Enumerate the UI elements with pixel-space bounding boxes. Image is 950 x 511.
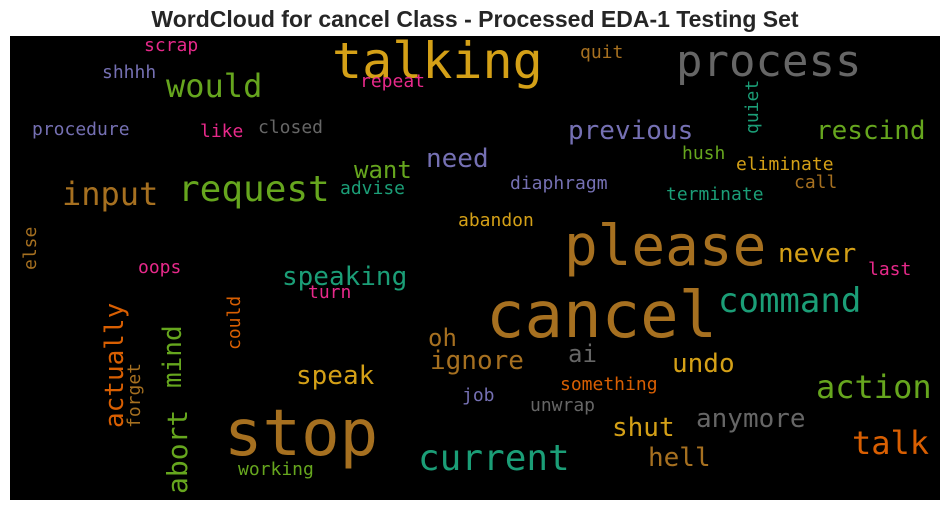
word-else: else <box>20 226 41 270</box>
chart-title: WordCloud for cancel Class - Processed E… <box>151 6 799 32</box>
word-action: action <box>816 368 932 406</box>
word-want: want <box>354 156 412 184</box>
word-unwrap: unwrap <box>530 395 596 416</box>
word-ignore: ignore <box>430 346 524 376</box>
word-speaking: speaking <box>282 262 408 292</box>
word-oh: oh <box>428 324 457 352</box>
word-talking: talking <box>332 36 543 90</box>
word-procedure: procedure <box>32 119 130 140</box>
word-rescind: rescind <box>816 116 926 146</box>
word-cancel: cancel <box>486 279 718 353</box>
word-turn: turn <box>308 282 352 303</box>
word-shut: shut <box>612 413 675 443</box>
word-working: working <box>238 459 314 480</box>
word-ai: ai <box>568 340 597 368</box>
word-mind: mind <box>158 325 188 388</box>
word-forget: forget <box>124 362 145 428</box>
word-eliminate: eliminate <box>736 154 834 175</box>
word-current: current <box>418 438 570 479</box>
word-input: input <box>62 175 159 213</box>
word-command: command <box>718 281 862 321</box>
word-quiet: quiet <box>742 79 763 134</box>
word-never: never <box>778 239 857 269</box>
word-please: please <box>564 214 767 279</box>
word-speak: speak <box>296 361 375 391</box>
word-abort: abort <box>161 409 194 494</box>
word-process: process <box>676 36 862 87</box>
word-abandon: abandon <box>458 210 534 231</box>
word-undo: undo <box>672 349 735 379</box>
word-need: need <box>426 144 489 174</box>
word-would: would <box>166 67 263 105</box>
word-anymore: anymore <box>696 404 806 434</box>
word-advise: advise <box>340 178 406 199</box>
word-hush: hush <box>682 143 726 164</box>
word-closed: closed <box>258 117 324 138</box>
word-talk: talk <box>852 424 930 462</box>
word-oops: oops <box>138 257 182 278</box>
word-quit: quit <box>580 42 624 63</box>
word-terminate: terminate <box>666 184 764 205</box>
word-shhhh: shhhh <box>102 62 157 83</box>
word-repeat: repeat <box>360 71 426 92</box>
word-last: last <box>868 259 912 280</box>
word-hell: hell <box>648 443 711 473</box>
word-request: request <box>178 169 330 210</box>
word-like: like <box>200 121 244 142</box>
word-diaphragm: diaphragm <box>510 173 608 194</box>
word-call: call <box>794 172 838 193</box>
word-scrap: scrap <box>144 36 199 56</box>
word-stop: stop <box>224 397 379 471</box>
word-job: job <box>462 385 495 406</box>
word-something: something <box>560 374 658 395</box>
word-could: could <box>224 295 245 350</box>
word-cloud: cancel stop please talking process reque… <box>10 36 940 500</box>
word-previous: previous <box>568 116 694 146</box>
